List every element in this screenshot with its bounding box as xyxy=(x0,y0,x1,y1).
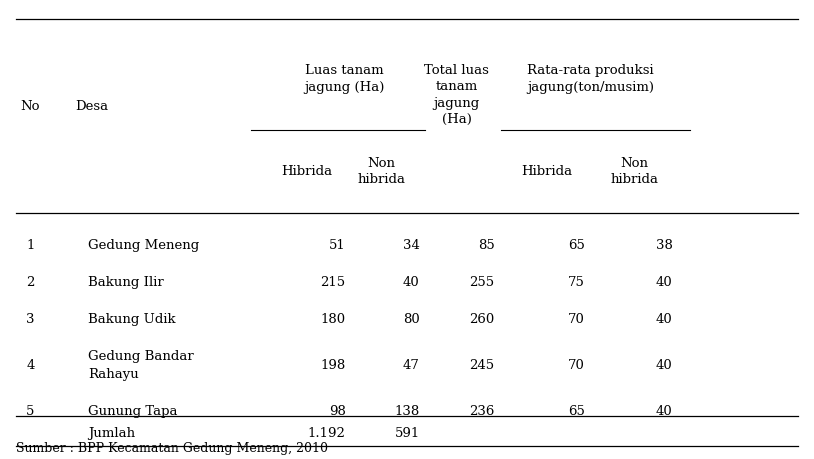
Text: Luas tanam
jagung (Ha): Luas tanam jagung (Ha) xyxy=(304,64,385,94)
Text: 3: 3 xyxy=(26,313,35,325)
Text: Non
hibrida: Non hibrida xyxy=(610,157,659,186)
Text: 70: 70 xyxy=(568,313,585,325)
Text: 40: 40 xyxy=(656,358,672,371)
Text: 1.192: 1.192 xyxy=(308,426,346,439)
Text: 38: 38 xyxy=(656,239,672,252)
Text: 40: 40 xyxy=(656,404,672,417)
Text: Desa: Desa xyxy=(76,99,108,112)
Text: 51: 51 xyxy=(329,239,346,252)
Text: Gedung Meneng: Gedung Meneng xyxy=(88,239,199,252)
Text: 47: 47 xyxy=(403,358,420,371)
Text: 1: 1 xyxy=(26,239,35,252)
Text: 255: 255 xyxy=(470,276,495,289)
Text: No: No xyxy=(20,99,40,112)
Text: 65: 65 xyxy=(568,239,585,252)
Text: Gedung Bandar: Gedung Bandar xyxy=(88,349,194,363)
Text: 70: 70 xyxy=(568,358,585,371)
Text: 2: 2 xyxy=(26,276,35,289)
Text: 215: 215 xyxy=(321,276,346,289)
Text: 245: 245 xyxy=(470,358,495,371)
Text: 34: 34 xyxy=(403,239,420,252)
Text: Rahayu: Rahayu xyxy=(88,367,138,381)
Text: 75: 75 xyxy=(568,276,585,289)
Text: Sumber : BPP Kecamatan Gedung Meneng, 2010: Sumber : BPP Kecamatan Gedung Meneng, 20… xyxy=(16,442,328,454)
Text: 40: 40 xyxy=(656,313,672,325)
Text: 65: 65 xyxy=(568,404,585,417)
Text: 260: 260 xyxy=(470,313,495,325)
Text: Jumlah: Jumlah xyxy=(88,426,135,439)
Text: 98: 98 xyxy=(329,404,346,417)
Text: 85: 85 xyxy=(478,239,495,252)
Text: Bakung Udik: Bakung Udik xyxy=(88,313,176,325)
Text: Rata-rata produksi
jagung(ton/musim): Rata-rata produksi jagung(ton/musim) xyxy=(527,64,654,94)
Text: 180: 180 xyxy=(321,313,346,325)
Text: Non
hibrida: Non hibrida xyxy=(357,157,405,186)
Text: Gunung Tapa: Gunung Tapa xyxy=(88,404,177,417)
Text: 80: 80 xyxy=(403,313,420,325)
Text: 591: 591 xyxy=(395,426,420,439)
Text: Total luas
tanam
jagung
(Ha): Total luas tanam jagung (Ha) xyxy=(424,63,489,126)
Text: Bakung Ilir: Bakung Ilir xyxy=(88,276,164,289)
Text: 198: 198 xyxy=(321,358,346,371)
Text: 40: 40 xyxy=(403,276,420,289)
Text: 4: 4 xyxy=(26,358,35,371)
Text: 138: 138 xyxy=(395,404,420,417)
Text: 5: 5 xyxy=(26,404,35,417)
Text: Hibrida: Hibrida xyxy=(282,164,333,178)
Text: 40: 40 xyxy=(656,276,672,289)
Text: Hibrida: Hibrida xyxy=(521,164,572,178)
Text: 236: 236 xyxy=(470,404,495,417)
